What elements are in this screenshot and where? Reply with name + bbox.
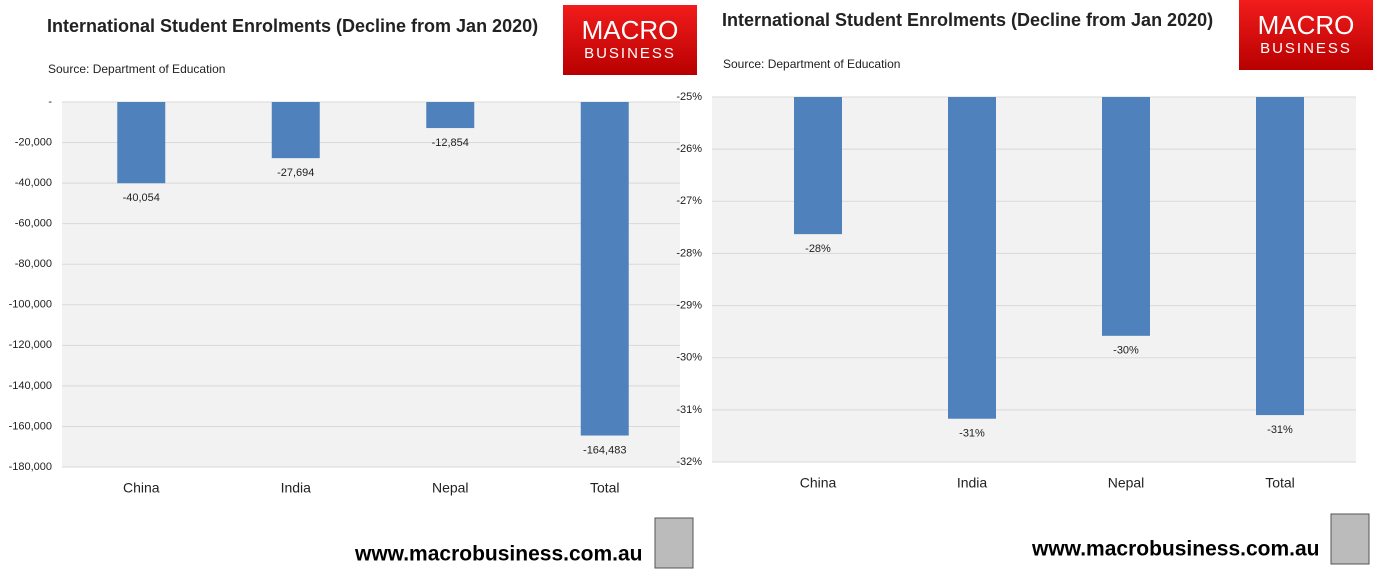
chart-title: International Student Enrolments (Declin… — [722, 10, 1213, 30]
x-tick-label: India — [281, 480, 312, 496]
y-tick-label: -32% — [676, 456, 702, 468]
y-tick-label: -100,000 — [9, 299, 52, 311]
x-tick-label: Nepal — [1108, 475, 1145, 491]
y-tick-label: -160,000 — [9, 420, 52, 432]
y-tick-label: -180,000 — [9, 461, 52, 473]
y-tick-label: -140,000 — [9, 380, 52, 392]
y-tick-label: -27% — [676, 195, 702, 207]
x-tick-label: Nepal — [432, 480, 469, 496]
bar — [1256, 97, 1304, 416]
x-tick-label: Total — [590, 480, 620, 496]
bar — [1102, 97, 1150, 336]
bar — [948, 97, 996, 419]
website: www.macrobusiness.com.au — [354, 543, 642, 566]
y-tick-label: -30% — [676, 352, 702, 364]
y-tick-label: -28% — [676, 247, 702, 259]
x-tick-label: India — [957, 475, 988, 491]
wolf-icon — [654, 517, 694, 569]
logo — [563, 5, 697, 75]
wolf-icon — [1330, 513, 1370, 565]
y-tick-label: -20,000 — [15, 136, 52, 148]
y-tick-label: -29% — [676, 299, 702, 311]
logo — [1239, 0, 1373, 70]
y-tick-label: -120,000 — [9, 339, 52, 351]
data-label: -40,054 — [123, 192, 160, 204]
y-tick-label: -40,000 — [15, 177, 52, 189]
y-tick-label: -31% — [676, 404, 702, 416]
bar — [117, 102, 166, 184]
bar — [580, 102, 629, 436]
logo-text: BUSINESS — [584, 45, 676, 62]
data-label: -12,854 — [432, 137, 469, 149]
y-tick-label: -26% — [676, 143, 702, 155]
source: Source: Department of Education — [48, 62, 225, 76]
data-label: -27,694 — [277, 167, 314, 179]
bar — [794, 97, 842, 235]
y-tick-label: - — [48, 96, 52, 108]
data-label: -31% — [1267, 424, 1293, 436]
x-tick-label: China — [123, 480, 160, 496]
chart-title: International Student Enrolments (Declin… — [47, 16, 538, 36]
y-tick-label: -80,000 — [15, 258, 52, 270]
bar — [271, 102, 320, 159]
logo-text: MACRO — [582, 15, 679, 45]
y-tick-label: -60,000 — [15, 218, 52, 230]
data-label: -28% — [805, 243, 831, 255]
data-label: -30% — [1113, 345, 1139, 357]
x-tick-label: China — [800, 475, 837, 491]
data-label: -31% — [959, 428, 985, 440]
logo-text: BUSINESS — [1260, 40, 1352, 57]
bar — [426, 102, 475, 129]
x-tick-label: Total — [1265, 475, 1295, 491]
data-label: -164,483 — [583, 444, 626, 456]
source: Source: Department of Education — [723, 57, 900, 71]
y-tick-label: -25% — [676, 91, 702, 103]
logo-text: MACRO — [1258, 10, 1355, 40]
website: www.macrobusiness.com.au — [1031, 538, 1319, 561]
